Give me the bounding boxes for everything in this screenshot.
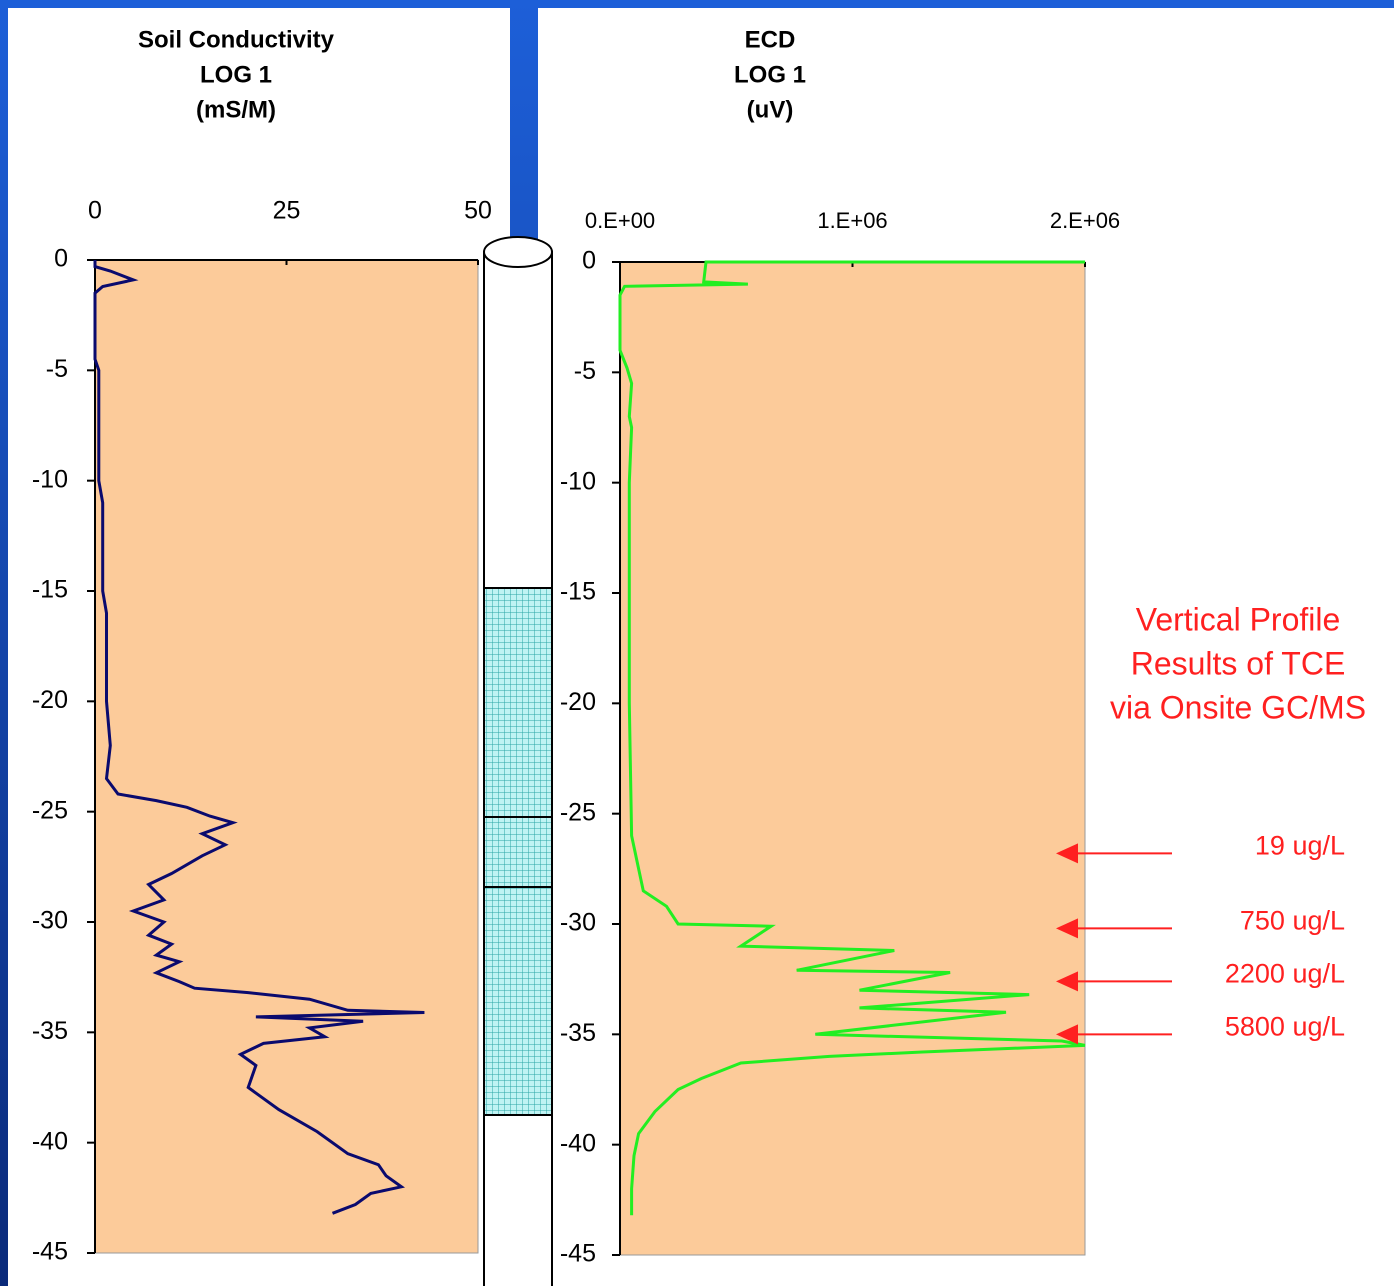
chart-title: (uV) [747, 96, 794, 123]
y-tick-label: 0 [54, 245, 68, 273]
y-tick-label: -15 [560, 578, 596, 606]
chart-title: ECD [745, 26, 796, 53]
x-tick-label: 1.E+06 [817, 208, 887, 233]
y-tick-label: -40 [32, 1127, 68, 1155]
y-tick-label: -30 [560, 909, 596, 937]
x-tick-label: 50 [464, 197, 492, 225]
y-tick-label: -25 [32, 796, 68, 824]
y-tick-label: -20 [560, 688, 596, 716]
chart-title: LOG 1 [200, 61, 272, 88]
y-tick-label: -45 [32, 1238, 68, 1266]
y-tick-label: 0 [582, 247, 596, 275]
marker-label: 750 ug/L [1240, 906, 1345, 936]
marker-label: 19 ug/L [1255, 831, 1345, 861]
casing-top [484, 237, 552, 267]
page: {"chart_data": [ {"type": "line", "title… [0, 0, 1394, 1286]
x-tick-label: 2.E+06 [1050, 208, 1120, 233]
y-tick-label: -35 [560, 1019, 596, 1047]
annotation: Vertical Profile [1136, 601, 1341, 637]
screen [484, 588, 552, 1115]
chart-title: Soil Conductivity [138, 26, 335, 53]
x-tick-label: 0 [88, 197, 102, 225]
annotation: via Onsite GC/MS [1110, 689, 1366, 725]
chart-title: LOG 1 [734, 61, 806, 88]
y-tick-label: -10 [560, 467, 596, 495]
y-tick-label: -25 [560, 798, 596, 826]
well-column [484, 237, 552, 1286]
x-tick-label: 0.E+00 [585, 208, 655, 233]
chart-title: (mS/M) [196, 96, 276, 123]
y-tick-label: -45 [560, 1240, 596, 1268]
marker-label: 2200 ug/L [1225, 958, 1345, 988]
y-tick-label: -30 [32, 907, 68, 935]
x-tick-label: 25 [273, 197, 301, 225]
marker-label: 5800 ug/L [1225, 1011, 1345, 1041]
annotation: Results of TCE [1131, 645, 1346, 681]
plot-area [95, 260, 478, 1253]
plot-area [620, 262, 1085, 1255]
y-tick-label: -15 [32, 576, 68, 604]
y-tick-label: -40 [560, 1129, 596, 1157]
y-tick-label: -5 [46, 355, 68, 383]
y-tick-label: -35 [32, 1017, 68, 1045]
y-tick-label: -10 [32, 465, 68, 493]
y-tick-label: -5 [574, 357, 596, 385]
y-tick-label: -20 [32, 686, 68, 714]
chart: Soil Conductivity LOG 1 (mS/M) 0 25 50 0 -5 -10 -… [0, 0, 1394, 1286]
